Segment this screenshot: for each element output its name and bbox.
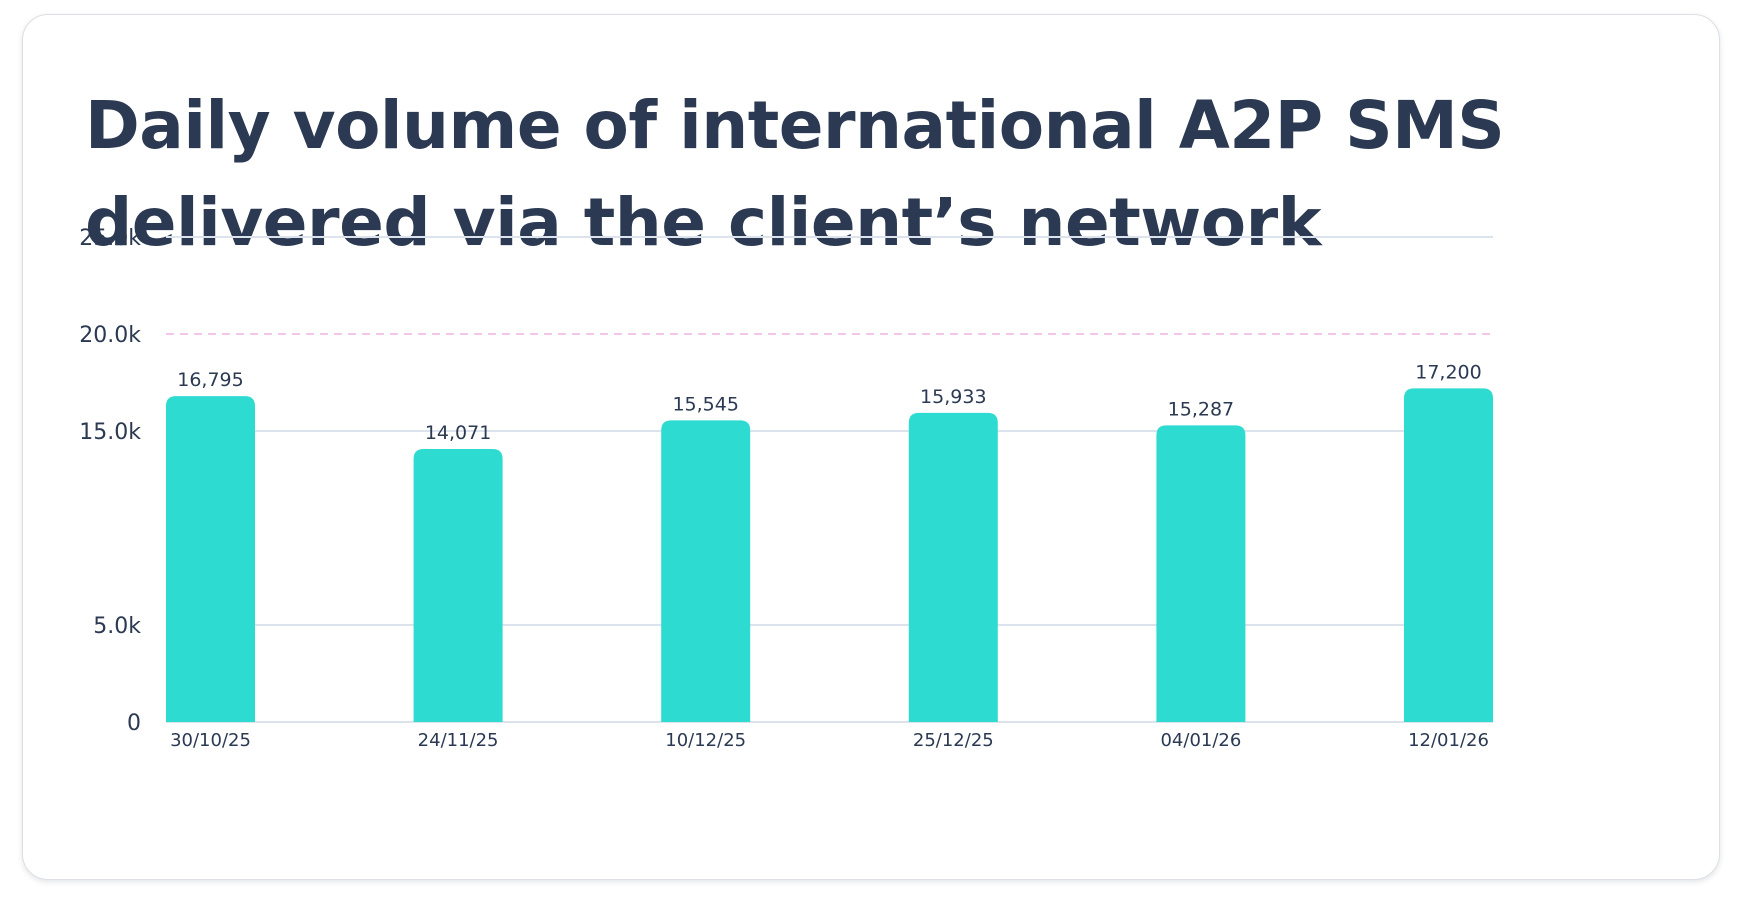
bar-chart: 0 5.0k 15.0k 20.0k 25.0k 16,795 30/10/25 14,071… — [79, 226, 1493, 751]
x-tick-label: 24/11/25 — [418, 730, 499, 751]
data-label: 15,287 — [1168, 398, 1234, 420]
x-tick-label: 25/12/25 — [913, 730, 994, 751]
x-tick-label: 04/01/26 — [1160, 730, 1241, 751]
bar — [413, 449, 503, 722]
data-label: 17,200 — [1415, 361, 1481, 383]
y-tick-label: 0 — [127, 711, 141, 736]
bar — [1404, 388, 1493, 722]
data-label: 16,795 — [177, 369, 243, 391]
bar — [661, 420, 751, 722]
bar — [166, 396, 255, 722]
chart-title: Daily volume of international A2P SMS de… — [85, 87, 1505, 261]
data-label: 15,545 — [672, 393, 738, 415]
bar — [1156, 425, 1246, 722]
y-tick-label: 20.0k — [79, 323, 141, 348]
bar — [908, 412, 998, 722]
data-label: 14,071 — [425, 422, 491, 444]
y-tick-label: 15.0k — [79, 420, 141, 445]
x-tick-label: 12/01/26 — [1408, 730, 1489, 751]
chart-card: Daily volume of international A2P SMS de… — [22, 14, 1720, 880]
x-tick-label: 10/12/25 — [665, 730, 746, 751]
data-label: 15,933 — [920, 386, 986, 408]
y-tick-label: 5.0k — [93, 614, 141, 639]
y-tick-label: 25.0k — [79, 226, 141, 251]
x-tick-label: 30/10/25 — [170, 730, 251, 751]
